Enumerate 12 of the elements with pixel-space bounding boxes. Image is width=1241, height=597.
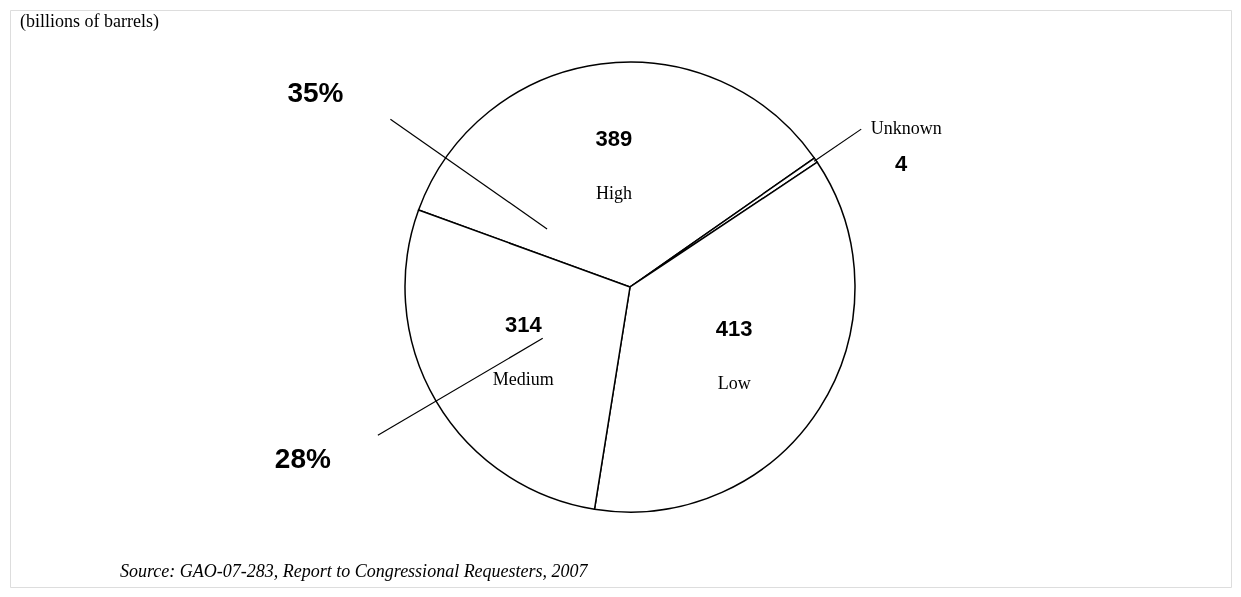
data-label: 389 bbox=[595, 126, 633, 152]
text: 28% bbox=[274, 443, 331, 475]
data-label: 4 bbox=[895, 151, 909, 177]
text: 35% bbox=[287, 77, 344, 109]
slice-label: Unknown bbox=[870, 118, 942, 139]
slice-label: High bbox=[595, 183, 632, 204]
source-note: Source: GAO-07-283, Report to Congressional Requesters, 2007 bbox=[120, 561, 589, 581]
data-label: 314 bbox=[504, 311, 543, 337]
slice-label: Low bbox=[717, 372, 751, 393]
slice-label: Medium bbox=[492, 368, 554, 389]
text: (billions of barrels) bbox=[20, 11, 159, 32]
data-label: 413 bbox=[715, 315, 753, 341]
